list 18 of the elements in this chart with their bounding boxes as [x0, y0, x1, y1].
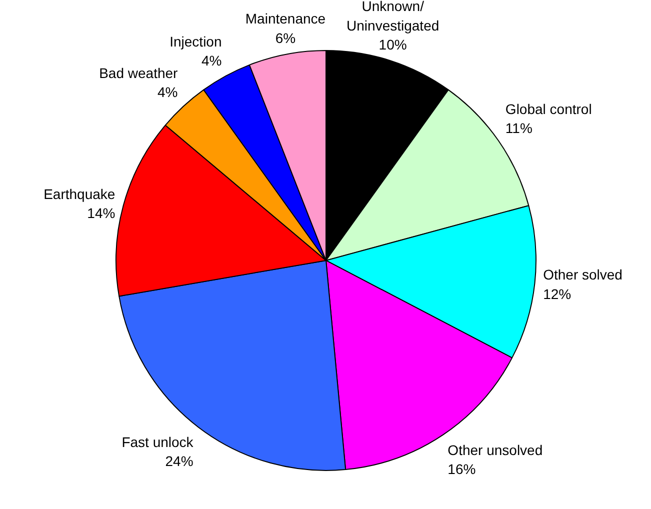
slice-label: Other solved: [543, 266, 622, 283]
data-label: 6%: [275, 30, 296, 46]
data-label: 24%: [165, 453, 194, 470]
slice-label: Unknown/Uninvestigated: [346, 0, 440, 34]
data-label: 14%: [87, 204, 116, 221]
slice-label: Injection: [170, 33, 222, 50]
data-label: 16%: [448, 461, 476, 477]
slice-label: Other unsolved: [448, 442, 543, 458]
data-label: 4%: [157, 84, 178, 100]
slice-label: Bad weather: [99, 64, 178, 81]
slice-label: Maintenance: [245, 10, 326, 27]
data-label: 12%: [543, 286, 572, 302]
slice-label: Earthquake: [44, 186, 116, 202]
data-label: 11%: [505, 120, 532, 136]
slice-label: Fast unlock: [122, 434, 194, 450]
slice-label: Global control: [505, 100, 592, 117]
data-label: 4%: [202, 52, 222, 69]
data-label: 10%: [378, 36, 407, 53]
